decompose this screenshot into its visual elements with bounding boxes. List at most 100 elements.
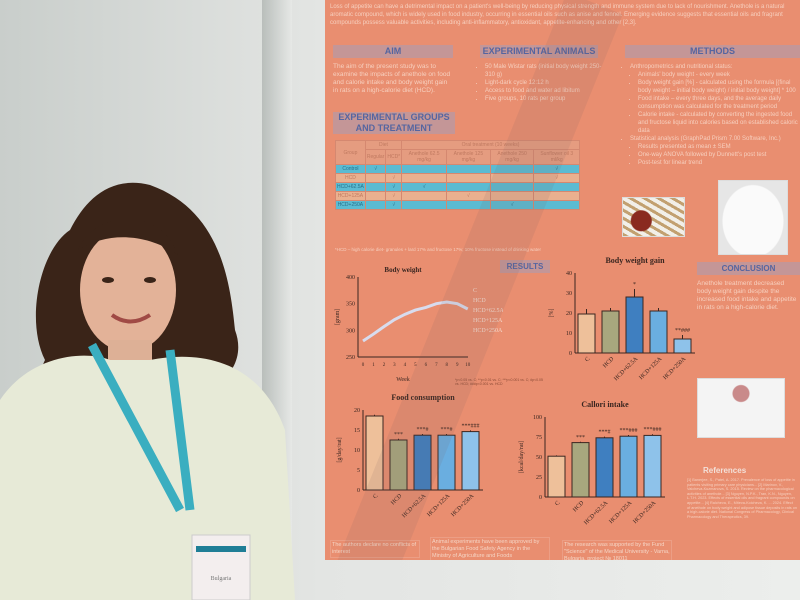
th-subheader: Regular — [364, 149, 387, 165]
table-cell: HCD+62.5A — [335, 182, 366, 192]
y-tick-label: 10 — [354, 448, 360, 454]
references-text: [1] Banerjee, S., Patel, A. 2017. Preval… — [687, 478, 797, 519]
methods-item: Calorie intake - calculated by convertin… — [638, 111, 800, 135]
y-tick-label: 15 — [354, 428, 360, 434]
methods-item: Results presented as mean ± SEM — [638, 143, 800, 151]
poster: Loss of appetite can have a detrimental … — [325, 0, 800, 560]
y-tick-label: 250 — [346, 355, 355, 361]
bar-annotation: *** — [576, 435, 585, 441]
x-tick-label: HCD+250A — [450, 493, 475, 518]
x-tick-label: HCD+125A — [426, 493, 451, 518]
blouse — [0, 355, 295, 600]
bar — [595, 437, 614, 498]
y-tick-label: 0 — [539, 495, 542, 501]
th-subheader: Anethole 250 mg/kg — [489, 149, 535, 165]
table-cell: √ — [533, 164, 580, 174]
table-cell: √ — [364, 164, 387, 174]
legend-entry: HCD+125A — [473, 318, 503, 324]
y-axis-label: [gram] — [335, 309, 341, 325]
y-tick-label: 25 — [536, 475, 542, 481]
bar — [619, 435, 638, 498]
bar — [437, 434, 456, 491]
badge-country: Bulgaria — [211, 576, 232, 582]
table-cell — [489, 182, 535, 192]
methods-item: Post-test for linear trend — [638, 159, 800, 167]
table-cell: HCD — [335, 173, 366, 183]
y-tick-label: 20 — [354, 408, 360, 414]
table-cell — [489, 164, 535, 174]
th-subheader: HCD* — [385, 149, 403, 165]
table-cell: HCD+250A — [335, 200, 366, 210]
y-tick-label: 10 — [566, 331, 572, 337]
y-tick-label: 0 — [357, 488, 360, 494]
bar — [625, 296, 644, 354]
x-tick-label: 9 — [456, 363, 459, 368]
y-axis-label: [%] — [549, 309, 555, 318]
th-subheader: Anethole 125 mg/kg — [446, 149, 491, 165]
bar-annotation: ***### — [462, 423, 480, 429]
legend-entry: C — [473, 288, 477, 294]
table-cell: √ — [385, 182, 403, 192]
x-tick-label: HCD+62.5A — [583, 500, 610, 527]
bar — [673, 338, 692, 354]
bar — [643, 434, 662, 498]
rat-photo — [718, 180, 788, 255]
x-axis-label: Week — [396, 377, 410, 383]
table-cell: √ — [533, 173, 580, 183]
bar-annotation: ***# — [599, 430, 611, 436]
bar — [571, 442, 590, 498]
table-cell — [446, 182, 491, 192]
legend-entry: HCD+250A — [473, 328, 503, 334]
groups-heading: EXPERIMENTAL GROUPS AND TREATMENT — [333, 112, 455, 134]
methods-item: Food intake – every three days, and the … — [638, 95, 800, 111]
methods-heading: METHODS — [625, 45, 800, 58]
x-tick-label: HCD — [602, 356, 616, 370]
x-tick-label: HCD — [390, 493, 404, 507]
hunger-regulation-diagram — [697, 378, 785, 438]
star-anise-photo — [622, 197, 685, 237]
y-tick-label: 75 — [536, 435, 542, 441]
right-eye — [144, 277, 156, 283]
methods-item: Animals' body weight - every week — [638, 71, 800, 79]
chart-title: Body weight — [384, 266, 422, 274]
table-cell — [401, 164, 448, 174]
table-cell — [446, 200, 491, 210]
y-tick-label: 20 — [566, 311, 572, 317]
bar — [389, 439, 408, 491]
y-tick-label: 350 — [346, 302, 355, 308]
results-heading: RESULTS — [500, 260, 550, 273]
table-cell — [364, 182, 387, 192]
table-cell — [446, 164, 491, 174]
table-cell — [401, 200, 448, 210]
footer-funding: The research was supported by the Fund "… — [562, 540, 672, 560]
y-tick-label: 300 — [346, 328, 355, 334]
table-cell: HCD+125A — [335, 191, 366, 201]
bar-annotation: ***# — [417, 427, 429, 433]
table-cell — [446, 173, 491, 183]
bar — [649, 310, 668, 354]
stats-note: *p<0.05 vs. C; **p<0.01 vs. C; ***p<0.00… — [455, 378, 543, 386]
table-footnote: *HCD – high calorie diet- granules + lar… — [335, 247, 541, 252]
x-tick-label: 7 — [435, 363, 438, 368]
table-cell: Control — [335, 164, 366, 174]
legend-entry: HCD+62.5A — [473, 308, 503, 314]
food-consumption-chart: Food consumption [g/day/rat] 0 5 10 15 20 C *** H… — [337, 393, 483, 520]
x-tick-label: HCD+62.5A — [613, 356, 640, 383]
animals-item: Access to food and water ad libitum — [485, 87, 607, 95]
chart-title: Body weight gain — [605, 256, 665, 265]
y-tick-label: 0 — [569, 351, 572, 357]
y-tick-label: 50 — [536, 455, 542, 461]
x-tick-label: HCD+250A — [662, 356, 687, 381]
table-cell — [533, 200, 580, 210]
table-cell — [489, 173, 535, 183]
methods-item: Statistical analysis (GraphPad Prism 7.0… — [630, 135, 800, 143]
table-cell — [364, 191, 387, 201]
x-tick-label: HCD+62.5A — [401, 493, 428, 520]
bar — [365, 415, 384, 491]
table-cell — [401, 173, 448, 183]
footer-ethics: Animal experiments have been approved by… — [430, 537, 550, 560]
th-diet: Diet — [364, 140, 403, 150]
left-eye — [102, 277, 114, 283]
x-tick-label: 5 — [414, 363, 417, 368]
name-badge — [191, 534, 251, 600]
